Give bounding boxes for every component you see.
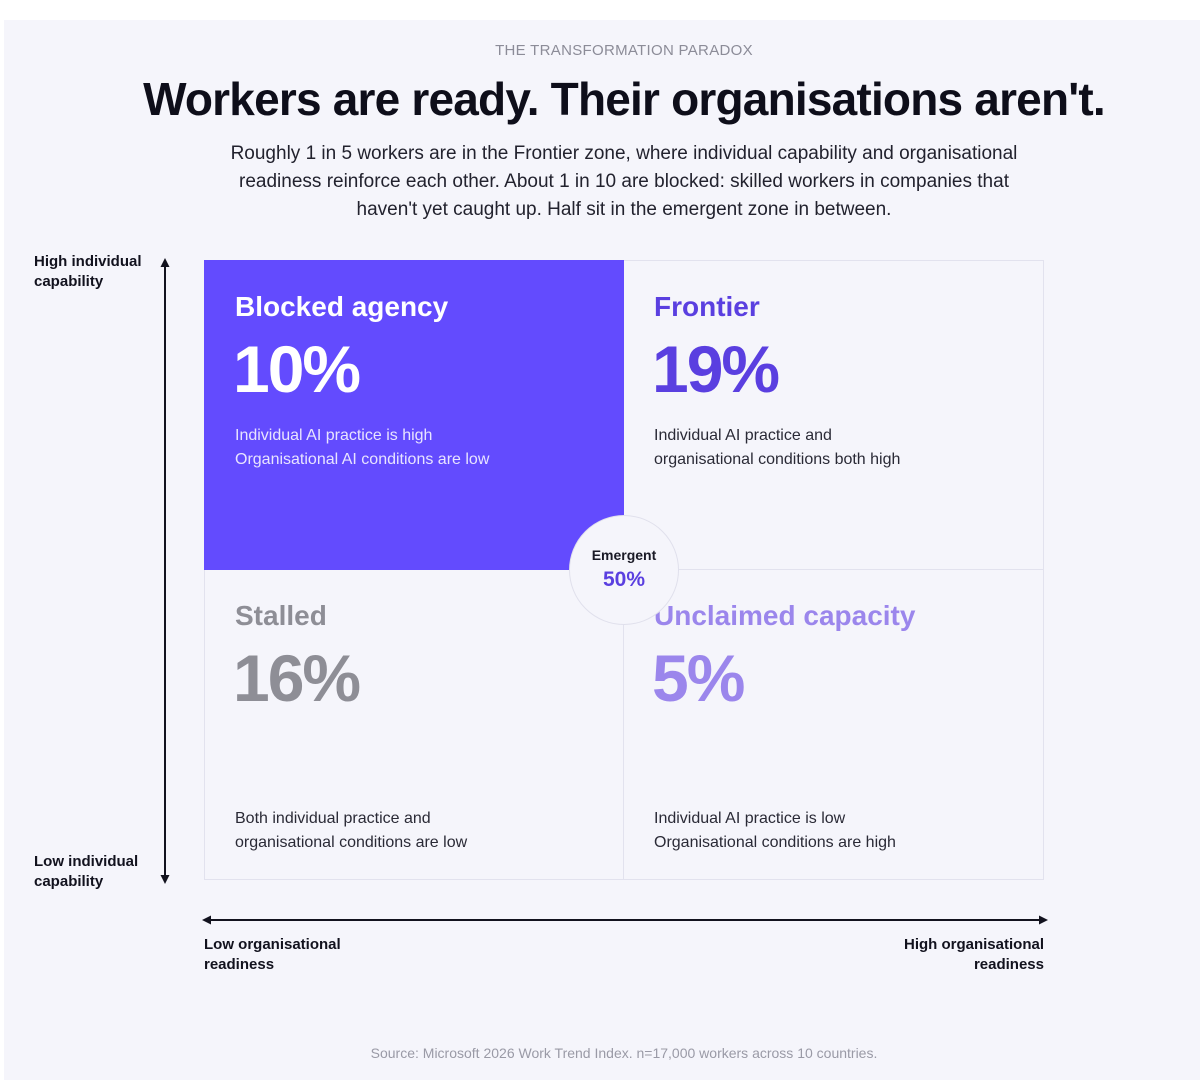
y-axis-arrow [160,258,170,884]
source-note: Source: Microsoft 2026 Work Trend Index.… [370,1045,878,1061]
description-line: Individual AI practice and [654,427,832,444]
quadrant-title: Stalled [235,600,327,631]
quadrant-description: Individual AI practice and organisationa… [654,424,900,472]
x-axis-low-label: Low organisational readiness [204,936,341,973]
quadrant-title: Frontier [654,291,760,322]
quadrant-description: Individual AI practice is low Organisati… [654,807,896,855]
quadrant-frontier: Frontier 19% Individual AI practice and … [624,260,1044,570]
quadrant-description: Individual AI practice is high Organisat… [235,424,489,472]
x-axis-arrow [202,915,1048,925]
quadrant-title: Blocked agency [235,291,449,322]
corner-mark [0,0,24,20]
description-line: Individual AI practice is low [654,810,846,827]
description-line: Organisational AI conditions are low [235,451,490,468]
emergent-percentage: 50% [602,568,646,591]
quadrant-blocked-agency: Blocked agency 10% Individual AI practic… [204,260,624,570]
quadrant-stalled: Stalled 16% Both individual practice and… [204,570,624,880]
y-axis-high-label: High individual capability [34,253,142,290]
intro-text: Roughly 1 in 5 workers are in the Fronti… [230,143,1018,220]
description-line: Both individual practice and [235,810,431,827]
emergent-label: Emergent [591,547,657,563]
quadrant-percentage: 10% [233,332,361,406]
quadrant-description: Both individual practice and organisatio… [235,807,467,855]
description-line: Individual AI practice is high [235,427,433,444]
emergent-badge: Emergent 50% [569,515,679,625]
x-axis-high-label: High organisational readiness [903,936,1044,973]
eyebrow: THE TRANSFORMATION PARADOX [495,42,753,59]
description-line: Organisational conditions are high [654,834,896,851]
headline: Workers are ready. Their organisations a… [143,73,1106,125]
quadrant-unclaimed-capacity: Unclaimed capacity 5% Individual AI prac… [624,570,1044,880]
quadrant-grid: Blocked agency 10% Individual AI practic… [204,260,1044,880]
description-line: organisational conditions both high [654,451,901,468]
quadrant-percentage: 16% [233,641,361,715]
quadrant-percentage: 19% [652,332,780,406]
y-axis-low-label: Low individual capability [34,853,139,890]
quadrant-percentage: 5% [652,641,745,715]
description-line: organisational conditions are low [235,834,468,851]
quadrant-title: Unclaimed capacity [654,600,916,631]
